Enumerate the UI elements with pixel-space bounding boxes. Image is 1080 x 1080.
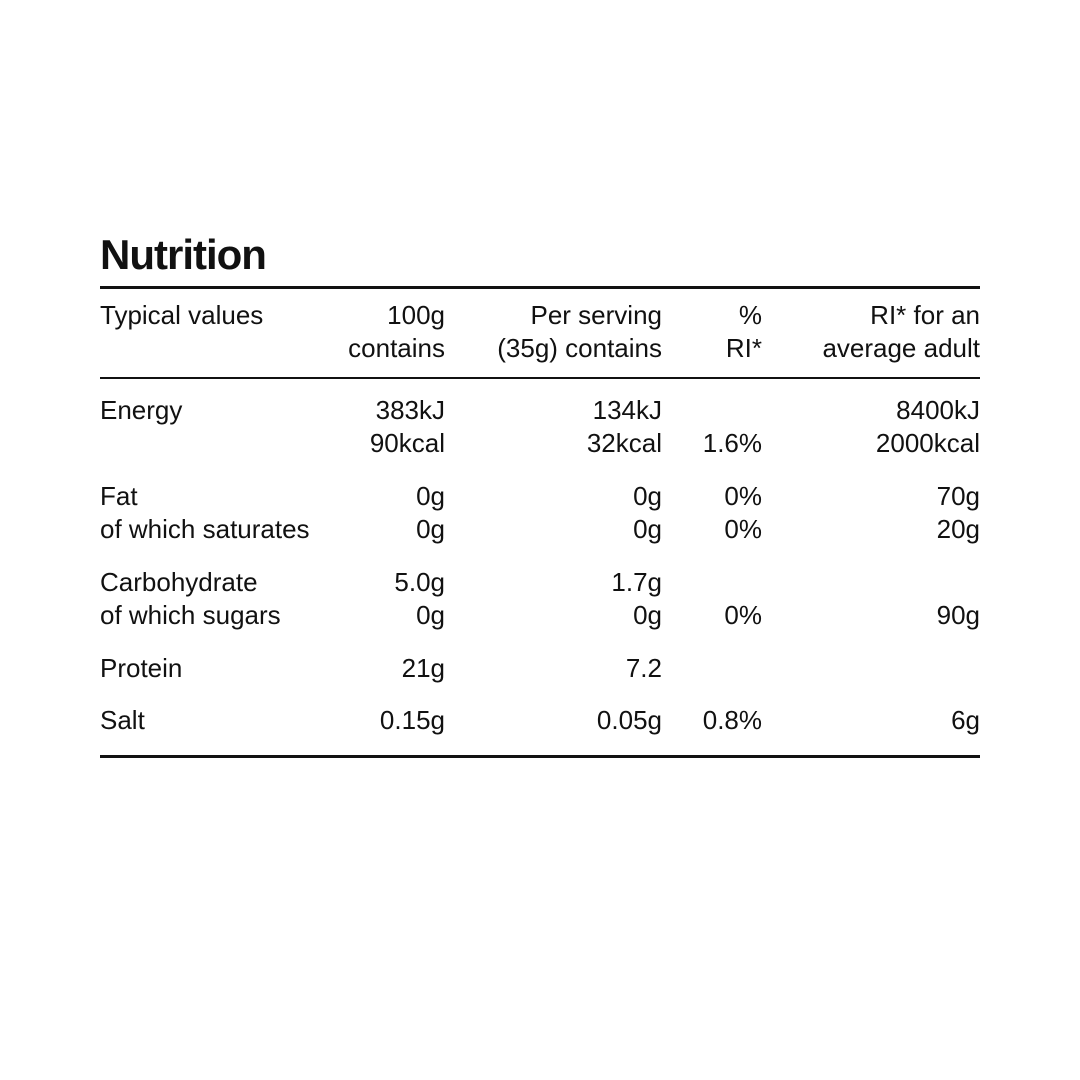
row-label: Energy <box>100 395 183 425</box>
row-value: 134kJ <box>592 395 662 425</box>
header-label: Typical values <box>100 300 264 330</box>
row-value: 20g <box>936 514 980 544</box>
row-value: 1.7g <box>611 567 662 597</box>
row-value: 1.6% <box>702 428 762 458</box>
header-value: (35g) contains <box>497 333 662 363</box>
row-value: 0.8% <box>702 705 762 735</box>
row-label: of which saturates <box>100 514 310 544</box>
row-value: 0g <box>633 600 662 630</box>
row-label: Salt <box>100 705 145 735</box>
header-value: 100g <box>387 300 445 330</box>
row-value: 21g <box>401 653 445 683</box>
header-value: RI* for an <box>870 300 980 330</box>
header-value: Per serving <box>530 300 663 330</box>
header-value: average adult <box>822 333 980 363</box>
row-value: 70g <box>936 481 980 511</box>
row-value: 5.0g <box>394 567 445 597</box>
row-value: 0g <box>416 600 445 630</box>
row-value: 0% <box>724 481 762 511</box>
header-rule <box>100 377 980 379</box>
bottom-rule <box>100 755 980 758</box>
row-value: 0.15g <box>379 705 445 735</box>
top-rule <box>100 286 980 289</box>
row-value: 0% <box>724 600 762 630</box>
row-value: 90kcal <box>369 428 445 458</box>
row-value: 90g <box>936 600 980 630</box>
row-value: 0g <box>416 514 445 544</box>
row-value: 0g <box>633 481 662 511</box>
row-label: Fat <box>100 481 138 511</box>
row-value: 383kJ <box>375 395 445 425</box>
header-value: contains <box>348 333 445 363</box>
row-value: 6g <box>951 705 980 735</box>
header-value: RI* <box>725 333 762 363</box>
title: Nutrition <box>100 231 267 278</box>
row-value: 32kcal <box>586 428 662 458</box>
row-value: 7.2 <box>625 653 662 683</box>
row-value: 8400kJ <box>896 395 980 425</box>
row-label: of which sugars <box>100 600 281 630</box>
row-value: 0.05g <box>596 705 662 735</box>
row-value: 0g <box>633 514 662 544</box>
header-value: % <box>738 300 762 330</box>
row-value: 0g <box>416 481 445 511</box>
row-value: 0% <box>724 514 762 544</box>
row-value: 2000kcal <box>875 428 980 458</box>
row-label: Carbohydrate <box>100 567 258 597</box>
row-label: Protein <box>100 653 183 683</box>
